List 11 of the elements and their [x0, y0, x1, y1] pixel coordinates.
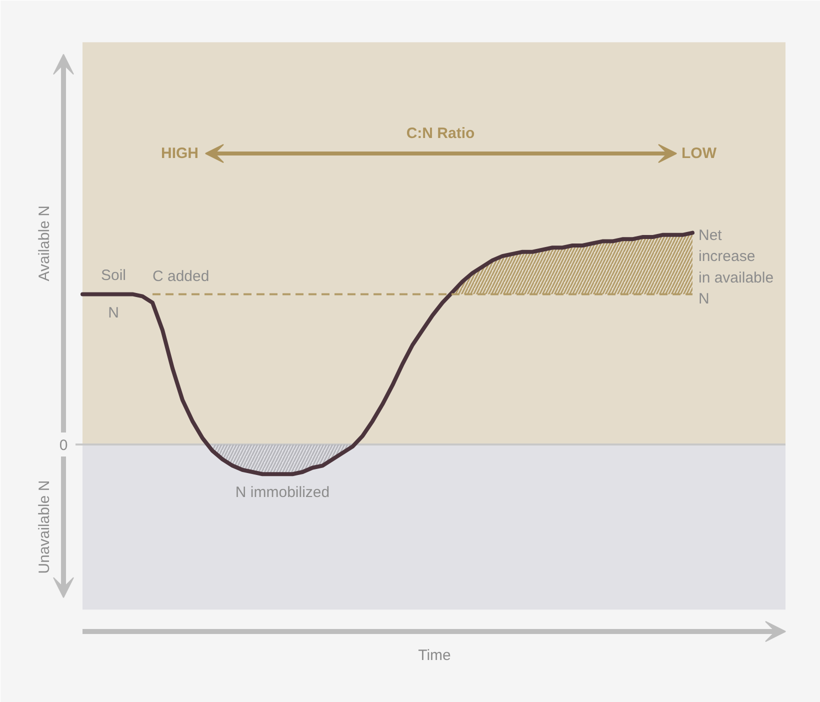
band-label: Available N	[36, 206, 53, 282]
text: C:N Ratio	[406, 125, 475, 142]
series-label: N immobilized	[235, 484, 330, 502]
band-label: Unavailable N	[36, 480, 53, 574]
series-label: C added	[152, 268, 210, 286]
ref-line-label: 0	[59, 436, 68, 454]
text: Soil N	[100, 266, 126, 322]
text: LOW	[682, 145, 718, 162]
series-label: Net increase in available N	[698, 226, 774, 308]
text: HIGH	[161, 145, 198, 162]
text: Time	[418, 647, 451, 664]
